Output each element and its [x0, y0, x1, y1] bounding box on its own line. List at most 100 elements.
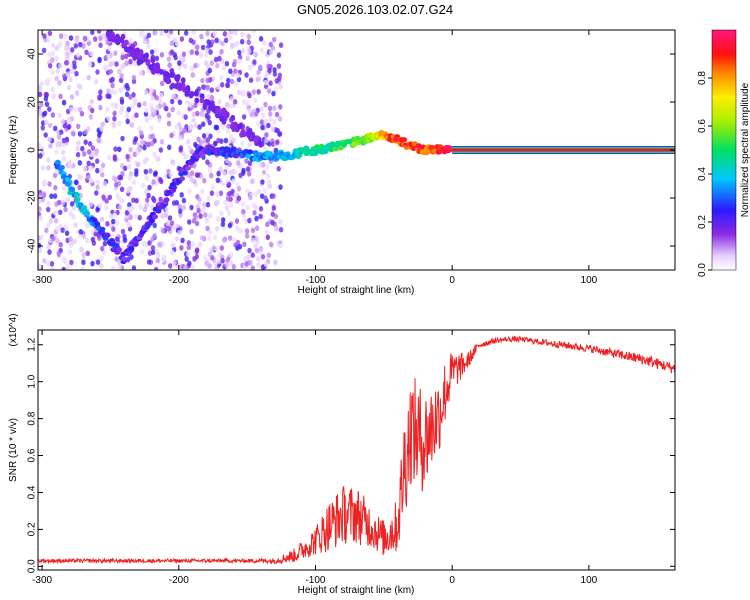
noise-speck [250, 237, 255, 244]
noise-speck [266, 179, 272, 185]
noise-speck [106, 115, 111, 122]
noise-speck [77, 184, 82, 191]
noise-speck [227, 235, 233, 241]
noise-speck [236, 160, 241, 166]
ridge-point [401, 137, 408, 143]
noise-speck [64, 162, 70, 168]
spectrogram-ylabel: Frequency (Hz) [8, 116, 19, 185]
noise-speck [215, 199, 220, 206]
noise-speck [47, 181, 52, 187]
noise-speck [56, 251, 61, 257]
noise-speck [251, 89, 256, 95]
ridge-point [69, 186, 76, 192]
noise-speck [75, 151, 81, 158]
noise-speck [58, 41, 63, 47]
noise-speck [244, 72, 249, 78]
noise-speck [219, 48, 224, 55]
noise-speck [51, 93, 56, 99]
ridge-point [84, 211, 90, 217]
y-tick-label: 0.2 [27, 522, 38, 536]
noise-speck [38, 153, 43, 159]
noise-speck [97, 57, 102, 64]
noise-speck [194, 50, 200, 56]
noise-speck [128, 94, 133, 100]
y-tick-label: -40 [27, 238, 38, 253]
noise-speck [207, 67, 212, 74]
noise-speck [207, 251, 212, 258]
noise-speck [159, 30, 164, 37]
noise-speck [274, 78, 279, 84]
y-tick-label: 1.0 [27, 374, 38, 388]
noise-speck [278, 184, 283, 190]
noise-speck [138, 31, 143, 37]
noise-speck [42, 179, 47, 185]
noise-speck [170, 106, 175, 113]
noise-speck [95, 184, 100, 190]
noise-speck [170, 49, 175, 55]
y-tick-label: 0 [27, 147, 38, 153]
noise-speck [224, 60, 230, 67]
noise-speck [193, 141, 198, 148]
streak-speck [193, 90, 199, 97]
noise-speck [63, 206, 68, 213]
noise-speck [267, 105, 273, 112]
noise-speck [78, 174, 83, 181]
noise-speck [266, 252, 272, 259]
noise-speck [194, 220, 200, 227]
noise-speck [62, 33, 68, 40]
noise-speck [125, 118, 130, 125]
noise-speck [121, 62, 126, 69]
noise-speck [38, 235, 41, 241]
noise-speck [114, 256, 119, 262]
noise-speck [140, 182, 146, 189]
noise-speck [77, 106, 83, 113]
noise-speck [74, 90, 80, 96]
noise-speck [52, 193, 58, 199]
streak-speck [150, 57, 156, 64]
noise-speck [126, 256, 131, 263]
noise-speck [233, 30, 239, 34]
ridge-point [247, 149, 253, 155]
noise-speck [219, 245, 224, 251]
noise-speck [240, 31, 245, 38]
noise-speck [207, 235, 212, 241]
noise-speck [191, 117, 196, 124]
noise-speck [196, 86, 201, 92]
noise-speck [227, 190, 232, 197]
noise-speck [248, 194, 253, 201]
noise-speck [158, 196, 163, 203]
noise-speck [83, 129, 88, 135]
noise-speck [219, 74, 224, 81]
noise-speck [248, 77, 254, 83]
noise-speck [49, 193, 54, 199]
noise-speck [189, 65, 195, 72]
noise-speck [171, 200, 177, 206]
noise-speck [244, 228, 250, 234]
noise-speck [200, 77, 205, 84]
noise-speck [70, 201, 75, 207]
noise-speck [55, 142, 60, 148]
streak-speck [143, 56, 149, 63]
noise-speck [61, 266, 66, 270]
noise-speck [38, 143, 42, 150]
noise-speck [139, 248, 145, 255]
noise-speck [258, 36, 264, 42]
noise-speck [187, 188, 192, 195]
noise-speck [120, 228, 126, 235]
noise-speck [272, 71, 278, 77]
noise-speck [247, 160, 253, 167]
noise-speck [81, 252, 87, 258]
noise-speck [42, 258, 47, 264]
noise-speck [46, 244, 51, 250]
streak-speck [237, 123, 243, 130]
noise-speck [79, 246, 84, 253]
noise-speck [164, 206, 170, 213]
noise-speck [86, 74, 91, 81]
noise-speck [59, 129, 64, 135]
noise-speck [226, 181, 232, 188]
noise-speck [208, 229, 213, 235]
noise-speck [42, 110, 48, 117]
noise-speck [127, 206, 132, 212]
noise-speck [222, 31, 228, 37]
noise-speck [216, 84, 221, 90]
